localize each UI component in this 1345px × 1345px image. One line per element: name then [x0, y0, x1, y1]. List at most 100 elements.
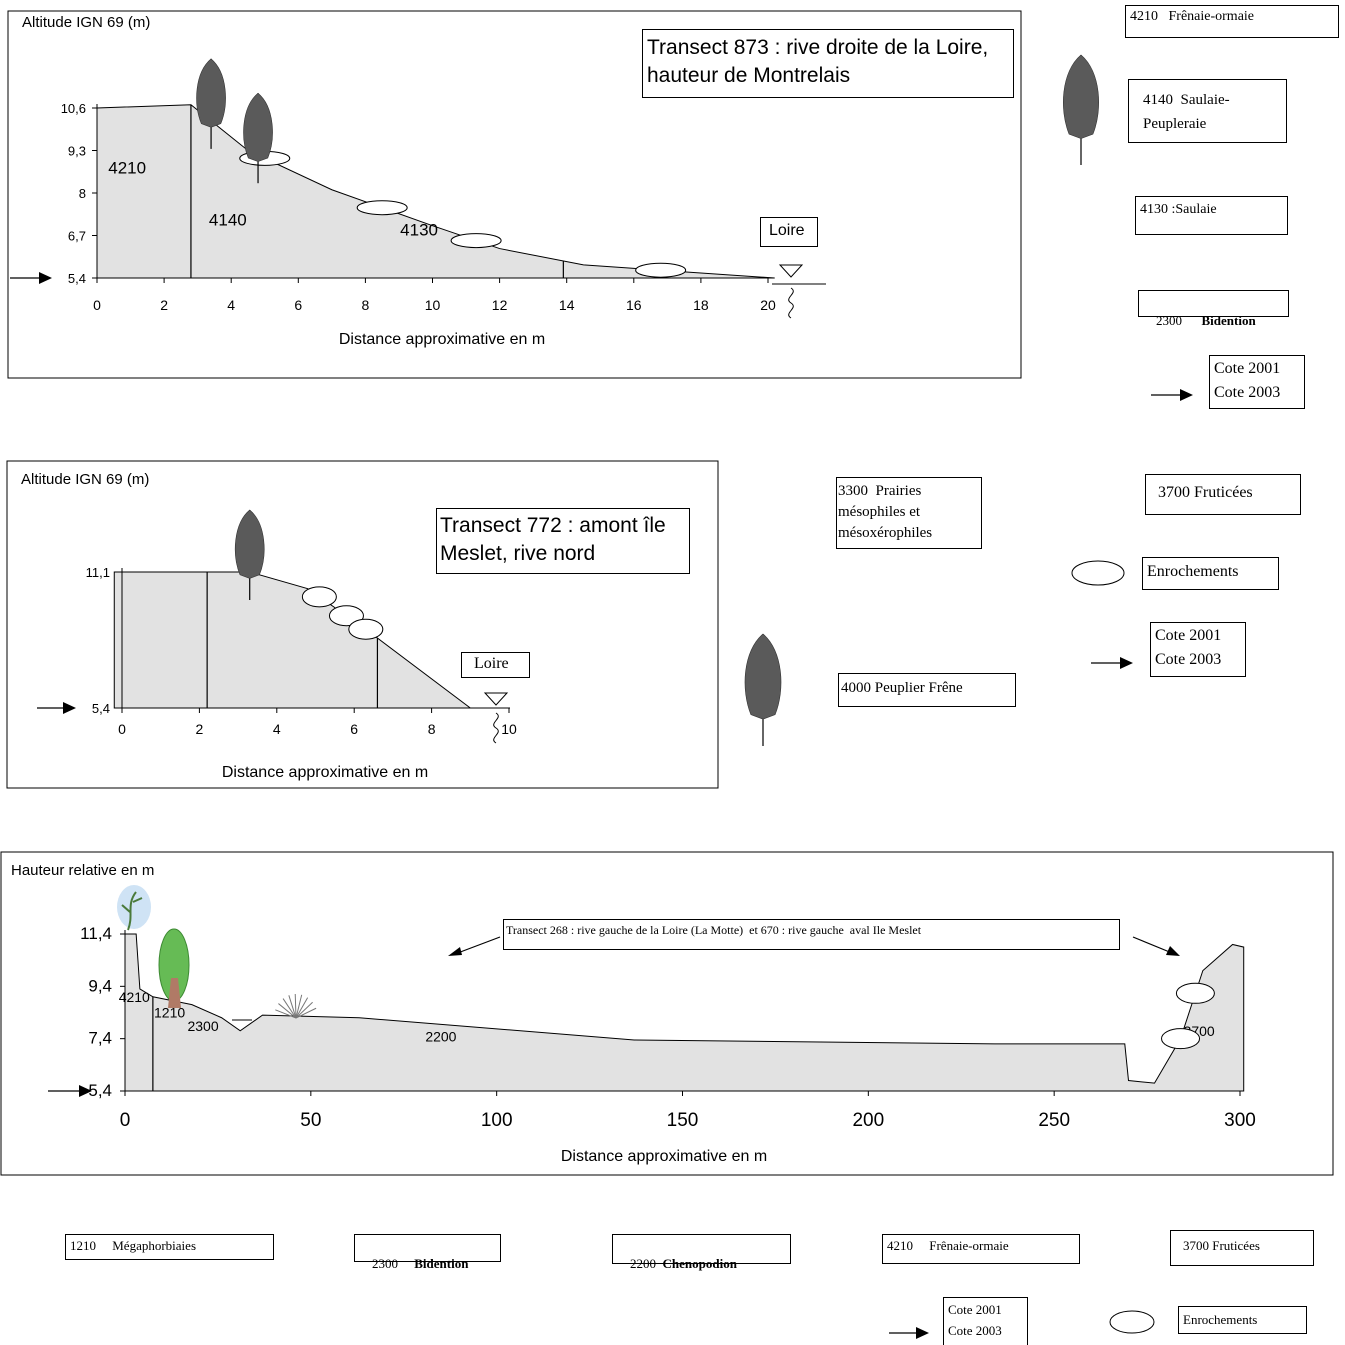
x-tick-label: 8	[362, 297, 370, 313]
legend-riprap-ellipse-772	[1071, 560, 1125, 586]
x-tick-label: 0	[120, 1110, 131, 1131]
legend-cote-arrow-268-head	[916, 1327, 929, 1339]
legend-code: 2300	[372, 1256, 398, 1271]
y-tick-label: 9,4	[88, 976, 112, 995]
reed-leaf	[288, 995, 297, 1019]
legend-cote-772: Cote 2001 Cote 2003	[1150, 622, 1246, 677]
legend-3700-268: 3700 Fruticées	[1170, 1230, 1314, 1266]
ylabel-873: Altitude IGN 69 (m)	[22, 14, 150, 31]
zone-label: 2200	[425, 1028, 456, 1044]
water-squiggle-772	[493, 712, 499, 744]
tree-icon	[243, 92, 273, 184]
x-tick-label: 8	[428, 721, 436, 737]
zone-label: 4210	[108, 158, 146, 177]
legend-tree-icon-873	[1063, 54, 1099, 165]
pointer-left-head-268	[448, 947, 462, 956]
x-tick-label: 6	[294, 297, 302, 313]
pointer-left-268	[454, 936, 501, 955]
reed-plant-icon	[275, 993, 317, 1019]
tree-crown	[744, 633, 782, 720]
xlabel-772: Distance approximative en m	[222, 764, 428, 781]
reed-leaf	[295, 997, 309, 1019]
profile-area-772	[113, 571, 472, 709]
x-tick-label: 2	[160, 297, 168, 313]
y-tick-label: 11,1	[86, 565, 110, 580]
y-tick-label: 8	[79, 186, 86, 201]
tree-crown	[235, 509, 265, 579]
water-level-arrow-873-head	[39, 272, 52, 284]
legend-enro-268: Enrochements	[1178, 1306, 1307, 1334]
water-squiggle-873	[788, 287, 794, 319]
chart-frame-873	[7, 10, 1022, 379]
legend-2200-268: 2200 Chenopodion	[612, 1234, 791, 1271]
zone-label: 1210	[154, 1005, 185, 1021]
plant-stem	[121, 891, 143, 931]
y-tick-label: 5,4	[68, 271, 86, 286]
x-tick-label: 6	[350, 721, 358, 737]
x-tick-label: 4	[227, 297, 235, 313]
legend-cote-873: Cote 2001 Cote 2003	[1209, 355, 1305, 409]
megaphorb-plant-icon	[117, 885, 151, 931]
legend-2300-873: 2300 Bidention	[1138, 290, 1289, 328]
legend-riprap-ellipse-268	[1109, 1310, 1155, 1334]
x-tick-label: 100	[481, 1110, 513, 1131]
riprap-ellipse	[635, 262, 687, 278]
legend-name: Bidention	[414, 1256, 469, 1271]
y-tick-label: 10,6	[61, 101, 86, 116]
legend-3300-772: 3300 Prairies mésophiles et mésoxérophil…	[836, 477, 982, 549]
legend-4210-268: 4210 Frênaie-ormaie	[882, 1234, 1080, 1264]
zone-label: 2300	[187, 1018, 218, 1034]
profile-area-873	[96, 104, 775, 279]
zone-label: 4140	[209, 211, 247, 230]
reed-leaf	[295, 1007, 317, 1019]
river-label-873: Loire	[760, 217, 818, 247]
reed-leaf	[295, 1001, 313, 1019]
legend-tree-icon-772	[744, 633, 782, 746]
legend-4130-873: 4130 :Saulaie	[1135, 196, 1288, 235]
y-tick-label: 6,7	[68, 229, 86, 244]
x-tick-label: 10	[501, 721, 517, 737]
x-tick-label: 16	[626, 297, 642, 313]
profile-area-268	[124, 933, 1245, 1092]
y-tick-label: 7,4	[88, 1029, 112, 1048]
riprap-ellipse	[1175, 982, 1215, 1004]
x-tick-label: 20	[760, 297, 776, 313]
x-tick-label: 0	[118, 721, 126, 737]
pointer-right-268	[1132, 936, 1173, 954]
ylabel-268: Hauteur relative en m	[11, 862, 154, 879]
water-triangle-772	[483, 692, 509, 706]
x-tick-label: 250	[1038, 1110, 1070, 1131]
reed-leaf	[295, 994, 303, 1019]
x-tick-label: 4	[273, 721, 281, 737]
riprap-ellipse	[328, 605, 364, 627]
x-tick-label: 150	[667, 1110, 699, 1131]
zone-label: 4210	[119, 989, 150, 1005]
x-tick-label: 300	[1224, 1110, 1256, 1131]
x-tick-label: 14	[559, 297, 575, 313]
water-level-arrow-772-head	[63, 702, 76, 714]
y-tick-label: 9,3	[68, 144, 86, 159]
legend-1210-268: 1210 Mégaphorbiaies	[65, 1234, 274, 1260]
legend-cote-arrow-873-head	[1180, 389, 1193, 401]
title-873: Transect 873 : rive droite de la Loire, …	[642, 29, 1014, 98]
y-tick-label: 5,4	[92, 701, 110, 716]
x-tick-label: 18	[693, 297, 709, 313]
water-level-arrow-268-head	[79, 1085, 92, 1097]
legend-4000-772: 4000 Peuplier Frêne	[838, 673, 1016, 707]
legend-2300-268: 2300 Bidention	[354, 1234, 501, 1271]
x-tick-label: 12	[492, 297, 508, 313]
chart-frame-268	[0, 851, 1334, 1176]
tree-crown	[196, 58, 226, 128]
x-tick-label: 200	[852, 1110, 884, 1131]
riprap-ellipse	[450, 233, 502, 249]
legend-name: Bidention	[1201, 313, 1256, 328]
legend-name: Chenopodion	[662, 1256, 737, 1271]
tree-icon	[235, 509, 265, 600]
riprap-ellipse	[1161, 1028, 1201, 1050]
legend-code: 2300	[1156, 313, 1182, 328]
reed-leaf	[282, 998, 297, 1019]
legend-3700-772: 3700 Fruticées	[1145, 474, 1301, 515]
plant-halo	[117, 885, 151, 929]
riprap-ellipse	[301, 586, 337, 608]
